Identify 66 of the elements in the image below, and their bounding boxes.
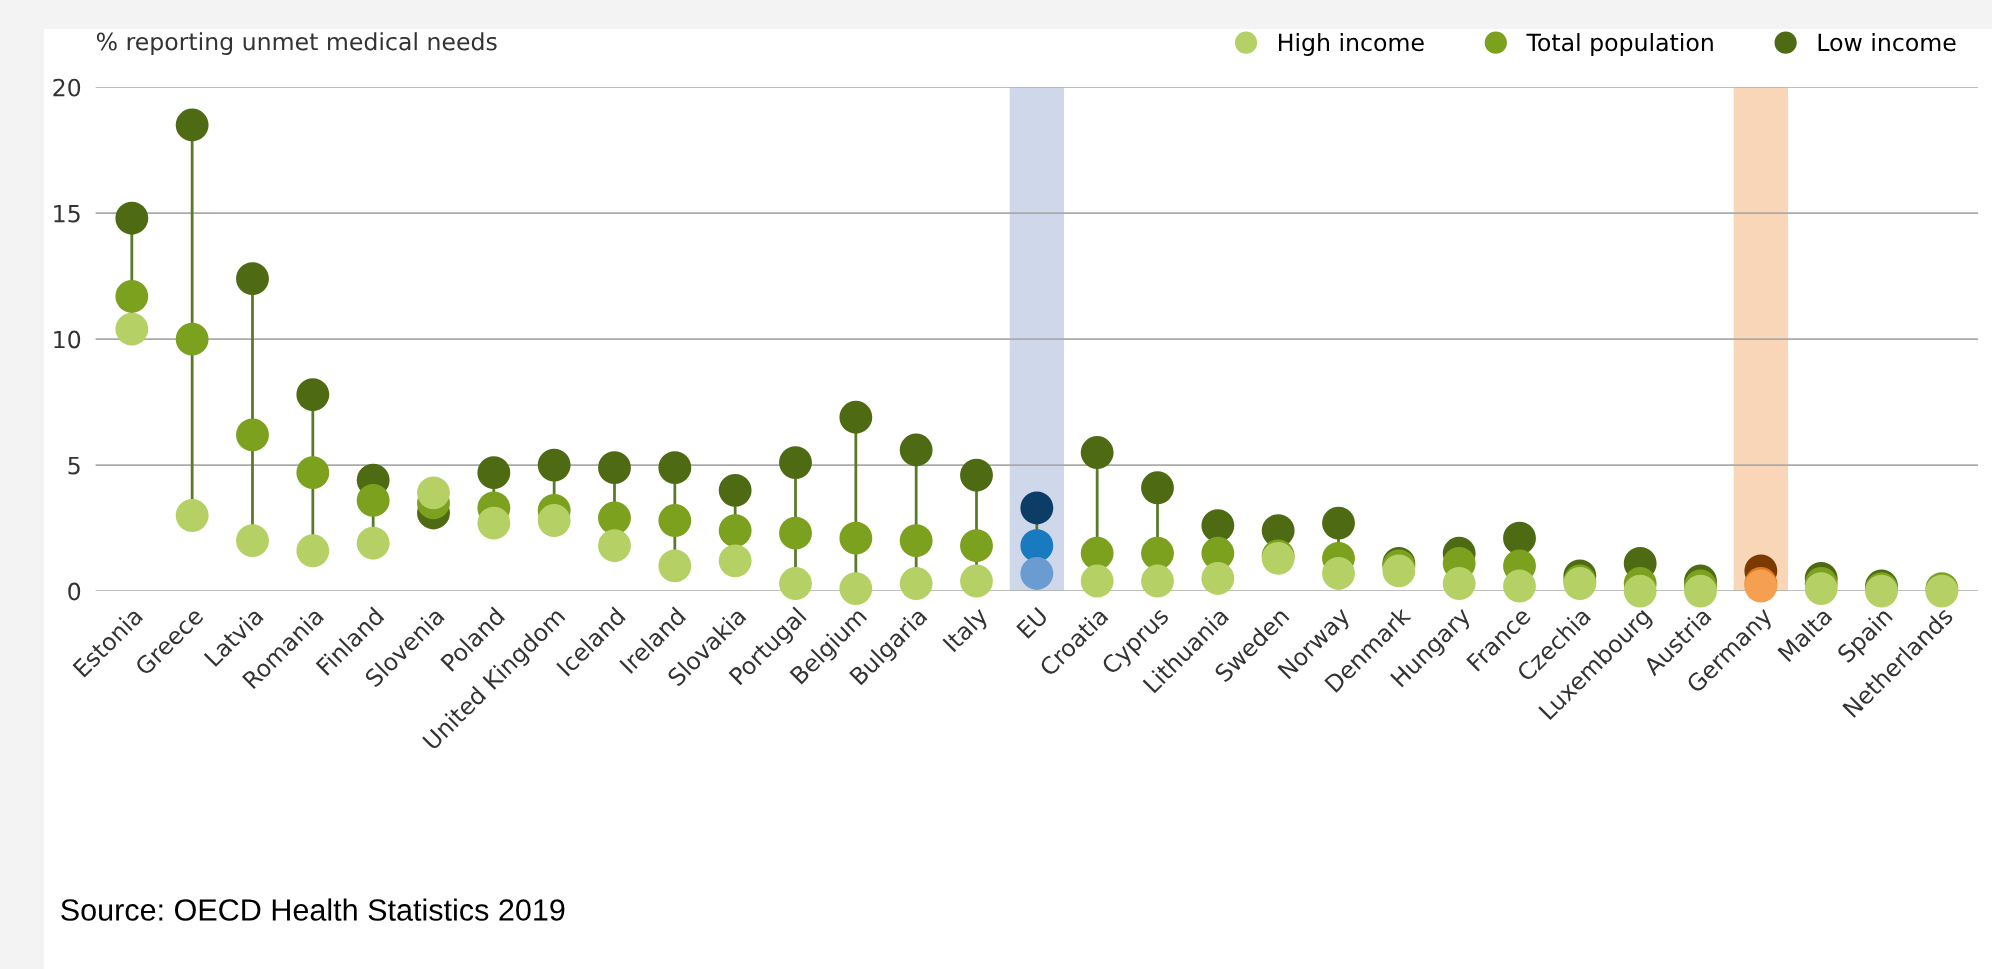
point: [1322, 557, 1355, 590]
y-axis-title: % reporting unmet medical needs: [96, 32, 497, 56]
point: [899, 433, 933, 467]
point: [477, 506, 511, 540]
point: [1080, 436, 1114, 469]
point: [417, 476, 450, 510]
point: [1623, 574, 1657, 608]
point: [960, 458, 993, 492]
point: [1020, 529, 1054, 563]
legend-label: Low income: [1818, 33, 1956, 52]
point: [839, 572, 873, 605]
point: [718, 473, 752, 507]
point: [175, 322, 209, 356]
point: [296, 456, 330, 490]
point: [718, 544, 752, 578]
y-tick-label: 10: [54, 330, 81, 349]
point: [1080, 564, 1114, 598]
point: [779, 567, 812, 600]
point: [175, 499, 209, 532]
point: [779, 446, 812, 480]
point: [598, 501, 631, 535]
point: [960, 564, 993, 598]
point: [236, 262, 269, 296]
point: [1201, 562, 1235, 595]
point: [658, 451, 692, 485]
point: [960, 529, 993, 563]
point: [296, 534, 330, 568]
point: [296, 378, 330, 412]
point: [839, 521, 873, 555]
y-tick-label: 5: [68, 456, 80, 475]
point: [658, 504, 692, 537]
point: [779, 516, 812, 550]
y-tick-label: 15: [54, 204, 80, 223]
point: [718, 514, 752, 548]
point: [598, 451, 631, 485]
point: [1141, 564, 1174, 598]
point: [537, 504, 571, 537]
point: [1503, 569, 1536, 603]
point: [356, 526, 390, 560]
point: [115, 279, 149, 313]
point: [356, 483, 390, 517]
point: [115, 312, 149, 346]
y-tick-label: 0: [68, 582, 81, 601]
point: [537, 448, 571, 482]
point: [598, 529, 631, 563]
point: [899, 524, 933, 558]
point: [1020, 491, 1054, 525]
point: [1080, 536, 1114, 570]
point: [1020, 557, 1054, 590]
point: [1442, 567, 1476, 600]
source-note: Source: OECD Health Statistics 2019: [61, 898, 565, 921]
y-tick-label: 20: [53, 78, 81, 97]
point: [1141, 536, 1174, 570]
point: [899, 567, 933, 600]
point: [115, 201, 149, 235]
point: [236, 418, 269, 452]
legend-label: Total population: [1526, 33, 1713, 56]
point: [175, 108, 209, 142]
point: [1141, 471, 1174, 505]
point: [236, 524, 269, 558]
point: [1322, 506, 1355, 540]
point: [477, 456, 511, 490]
point: [1503, 521, 1536, 555]
point: [839, 400, 873, 434]
point: [658, 549, 692, 583]
legend-label: High income: [1279, 33, 1424, 56]
